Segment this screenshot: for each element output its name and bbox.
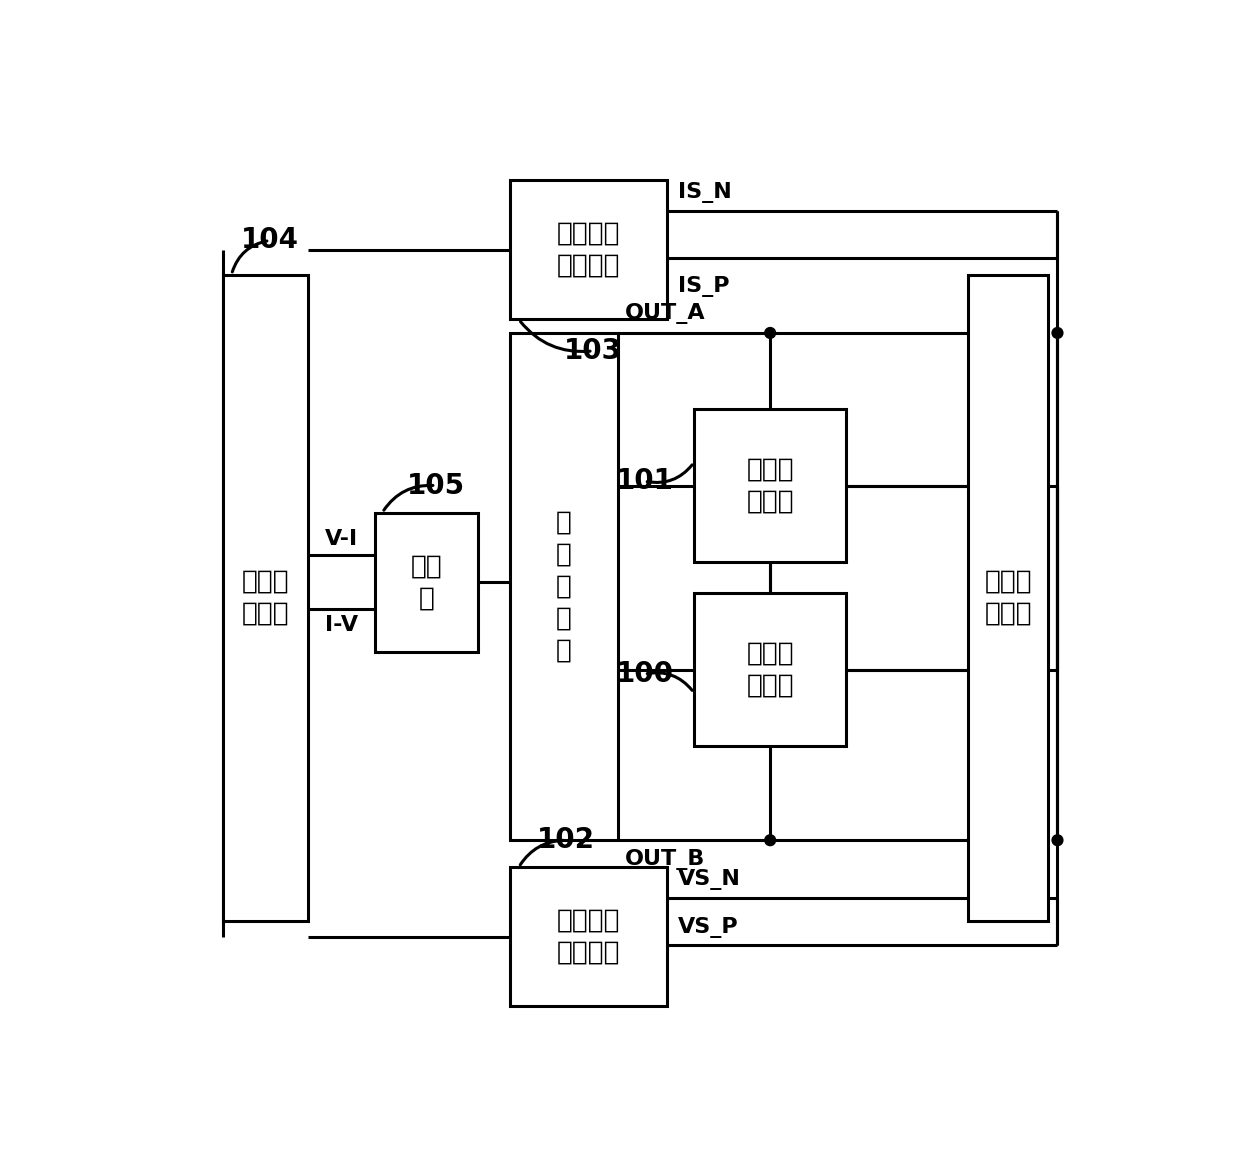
Text: 第一信号
处理模块: 第一信号 处理模块 bbox=[557, 908, 620, 965]
Text: IS_P: IS_P bbox=[678, 276, 729, 297]
Bar bbox=[967, 275, 1049, 921]
Text: OUT_A: OUT_A bbox=[625, 303, 706, 324]
Circle shape bbox=[1052, 328, 1063, 338]
Text: IS_N: IS_N bbox=[678, 183, 732, 204]
Bar bbox=[694, 593, 847, 746]
Text: 100: 100 bbox=[615, 660, 673, 688]
Text: I-V: I-V bbox=[325, 616, 358, 635]
Circle shape bbox=[765, 835, 775, 845]
Bar bbox=[510, 181, 667, 319]
Bar bbox=[694, 409, 847, 562]
Text: 102: 102 bbox=[537, 827, 595, 855]
Bar bbox=[510, 868, 667, 1006]
Text: 相位检
测模块: 相位检 测模块 bbox=[242, 569, 289, 627]
Circle shape bbox=[1052, 835, 1063, 845]
Text: VS_N: VS_N bbox=[678, 870, 740, 891]
Text: 104: 104 bbox=[241, 226, 299, 254]
Bar bbox=[376, 513, 479, 652]
Bar bbox=[510, 333, 618, 841]
Text: 超声波
换能器: 超声波 换能器 bbox=[985, 569, 1032, 627]
Text: 105: 105 bbox=[407, 471, 465, 499]
Text: 激
励
信
号
源: 激 励 信 号 源 bbox=[556, 510, 572, 663]
Text: V-I: V-I bbox=[325, 529, 358, 549]
Text: 101: 101 bbox=[615, 468, 673, 496]
Text: 电流采
集模块: 电流采 集模块 bbox=[746, 457, 794, 514]
Circle shape bbox=[765, 328, 775, 338]
Text: 处理
器: 处理 器 bbox=[410, 553, 443, 611]
Text: OUT_B: OUT_B bbox=[625, 850, 706, 871]
Text: 103: 103 bbox=[564, 337, 621, 365]
Text: 第二信号
处理模块: 第二信号 处理模块 bbox=[557, 220, 620, 279]
Text: VS_P: VS_P bbox=[678, 916, 738, 937]
Text: 电压采
集模块: 电压采 集模块 bbox=[746, 640, 794, 698]
Bar bbox=[222, 275, 308, 921]
